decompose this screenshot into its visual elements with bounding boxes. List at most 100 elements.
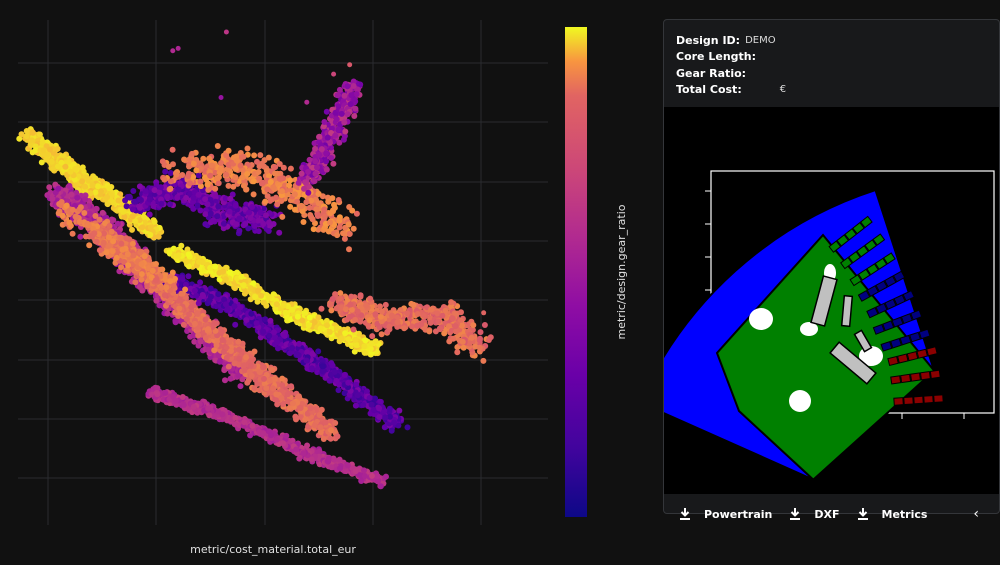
data-point (114, 220, 121, 227)
data-point (279, 382, 286, 389)
data-point (58, 159, 65, 166)
data-point (202, 335, 209, 341)
data-point (267, 317, 274, 324)
data-point (353, 381, 360, 388)
data-point (260, 328, 267, 335)
data-point (72, 182, 79, 189)
data-point (317, 424, 324, 431)
data-point (284, 391, 291, 398)
data-point (87, 190, 94, 197)
data-point (279, 375, 286, 382)
data-point (180, 321, 187, 328)
data-point (243, 317, 250, 323)
data-point (244, 379, 251, 386)
data-point (89, 182, 96, 189)
data-point (197, 338, 204, 345)
data-point (81, 183, 88, 190)
data-point (32, 147, 39, 154)
data-point (334, 433, 341, 440)
data-point (319, 363, 326, 370)
data-point (280, 401, 286, 408)
data-point (386, 405, 393, 412)
data-point (142, 219, 148, 226)
data-point (29, 129, 36, 136)
data-point (404, 424, 411, 431)
data-point (219, 328, 225, 335)
data-point (311, 422, 318, 429)
data-point (329, 362, 336, 369)
data-point (269, 385, 276, 392)
data-point (315, 348, 322, 355)
data-point (191, 338, 198, 345)
data-point (117, 206, 124, 213)
data-point (237, 383, 244, 390)
data-point (318, 406, 325, 413)
data-point (199, 292, 206, 298)
data-point (216, 358, 223, 365)
data-point (247, 362, 254, 369)
data-point (308, 365, 315, 372)
data-point (278, 395, 285, 401)
data-point (360, 402, 367, 408)
data-point (67, 168, 74, 175)
data-point (68, 191, 75, 198)
data-point (382, 414, 389, 421)
data-point (266, 377, 273, 384)
data-point (215, 291, 222, 298)
data-point (226, 338, 233, 345)
data-point (261, 375, 267, 382)
data-point (274, 339, 280, 346)
data-point (132, 218, 139, 224)
data-point (185, 273, 192, 280)
data-point (332, 420, 339, 426)
data-point (227, 375, 234, 382)
data-point (376, 414, 383, 420)
data-point (79, 178, 86, 185)
data-point (108, 228, 115, 235)
data-point (341, 371, 348, 378)
data-point (104, 194, 111, 201)
data-point (79, 164, 86, 171)
data-point (129, 213, 136, 220)
data-point (335, 387, 342, 394)
data-point (118, 264, 125, 271)
data-point (260, 364, 267, 371)
data-point (110, 199, 117, 206)
data-point (172, 319, 179, 326)
data-point (204, 346, 211, 353)
data-point (191, 320, 198, 327)
data-point (287, 350, 294, 357)
data-point (62, 163, 69, 170)
data-point (333, 377, 340, 384)
data-point (49, 195, 56, 202)
data-point (322, 419, 329, 426)
data-point (251, 385, 258, 392)
scatter-plot[interactable]: metric/design.gear_ratio metric/cost_mat… (0, 0, 660, 565)
data-point (364, 388, 370, 395)
data-point (197, 279, 204, 286)
data-point (289, 344, 296, 351)
data-point (115, 197, 122, 204)
data-point (235, 338, 242, 345)
data-point (207, 285, 214, 292)
data-point (176, 305, 183, 312)
data-point (153, 297, 160, 304)
data-point (372, 395, 379, 402)
data-point (222, 301, 229, 308)
data-point (303, 357, 310, 364)
data-point (93, 205, 100, 212)
data-point (295, 393, 302, 400)
data-point (225, 363, 232, 370)
data-point (43, 156, 50, 163)
data-point (40, 147, 47, 154)
data-point (23, 133, 30, 140)
data-point (236, 346, 243, 353)
data-point (36, 131, 43, 138)
data-point (23, 128, 30, 134)
data-point (289, 400, 296, 407)
data-point (248, 372, 255, 379)
data-point (235, 309, 242, 316)
data-point (205, 326, 212, 333)
data-point (86, 210, 93, 217)
data-point (241, 367, 248, 374)
